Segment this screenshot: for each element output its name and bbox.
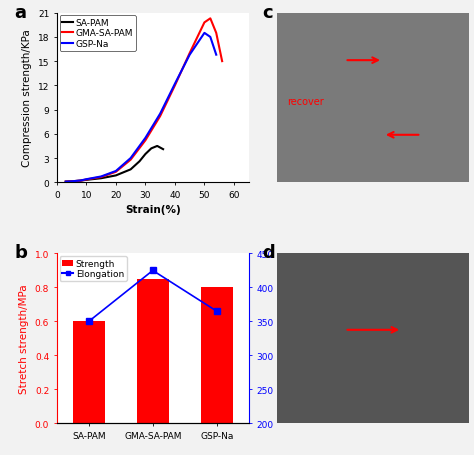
GSP-Na	[69, 179, 74, 185]
SA-PAM	[113, 173, 119, 179]
GSP-Na	[208, 35, 213, 40]
Bar	[137, 279, 169, 423]
GSP-Na	[201, 31, 207, 36]
GSP-Na	[98, 174, 104, 180]
GMA-SA-PAM	[187, 51, 192, 57]
SA-PAM	[143, 152, 148, 157]
Y-axis label: Stretch strength/MPa: Stretch strength/MPa	[19, 284, 29, 393]
Bar	[201, 288, 233, 423]
GSP-Na	[157, 111, 163, 117]
GSP-Na	[143, 136, 148, 141]
GSP-Na	[213, 53, 219, 58]
SA-PAM	[160, 147, 166, 152]
SA-PAM	[128, 167, 134, 173]
Text: c: c	[262, 4, 273, 21]
Y-axis label: Elongation (%): Elongation (%)	[279, 300, 289, 377]
GMA-SA-PAM	[208, 16, 213, 22]
Text: a: a	[15, 4, 27, 21]
Text: recover: recover	[287, 96, 324, 106]
SA-PAM	[148, 147, 154, 152]
Line: GSP-Na: GSP-Na	[66, 34, 216, 182]
Line: SA-PAM: SA-PAM	[66, 147, 163, 182]
Y-axis label: Compression strength/KPa: Compression strength/KPa	[22, 30, 32, 167]
X-axis label: Strain(%): Strain(%)	[125, 205, 181, 215]
GSP-Na	[78, 178, 83, 184]
GMA-SA-PAM	[69, 179, 74, 185]
GMA-SA-PAM	[157, 114, 163, 120]
GMA-SA-PAM	[78, 178, 83, 184]
GMA-SA-PAM	[83, 177, 89, 183]
GMA-SA-PAM	[172, 83, 178, 89]
GMA-SA-PAM	[98, 175, 104, 180]
Legend: Strength, Elongation: Strength, Elongation	[60, 257, 127, 281]
GMA-SA-PAM	[219, 59, 225, 65]
GSP-Na	[83, 177, 89, 182]
SA-PAM	[137, 159, 142, 165]
Line: GMA-SA-PAM: GMA-SA-PAM	[66, 19, 222, 182]
GMA-SA-PAM	[63, 179, 69, 185]
SA-PAM	[78, 178, 83, 184]
SA-PAM	[155, 144, 160, 149]
GMA-SA-PAM	[113, 170, 119, 175]
Text: b: b	[15, 244, 27, 262]
GMA-SA-PAM	[213, 31, 219, 36]
Legend: SA-PAM, GMA-SA-PAM, GSP-Na: SA-PAM, GMA-SA-PAM, GSP-Na	[60, 16, 136, 51]
SA-PAM	[63, 179, 69, 185]
GSP-Na	[113, 169, 119, 174]
GSP-Na	[63, 179, 69, 185]
SA-PAM	[83, 178, 89, 183]
GMA-SA-PAM	[201, 20, 207, 26]
GSP-Na	[128, 156, 134, 162]
GSP-Na	[172, 82, 178, 87]
SA-PAM	[69, 179, 74, 185]
GSP-Na	[187, 53, 192, 58]
Bar	[73, 322, 105, 423]
SA-PAM	[98, 176, 104, 182]
GMA-SA-PAM	[143, 138, 148, 144]
Text: d: d	[262, 244, 275, 262]
GMA-SA-PAM	[128, 157, 134, 163]
